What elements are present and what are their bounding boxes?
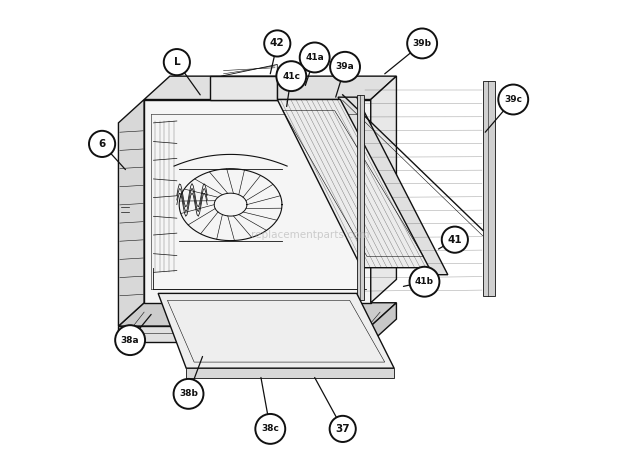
Circle shape	[498, 85, 528, 115]
Text: 39c: 39c	[504, 95, 522, 104]
Circle shape	[115, 325, 145, 355]
Circle shape	[299, 42, 330, 72]
Polygon shape	[144, 100, 371, 303]
Polygon shape	[356, 95, 364, 300]
Text: 42: 42	[270, 39, 285, 48]
Polygon shape	[371, 76, 396, 303]
Circle shape	[442, 227, 468, 253]
Circle shape	[89, 131, 115, 157]
Polygon shape	[338, 97, 448, 274]
Text: 41a: 41a	[305, 53, 324, 62]
Text: L: L	[174, 57, 180, 67]
Polygon shape	[118, 100, 144, 326]
Polygon shape	[118, 326, 371, 343]
Text: 38a: 38a	[121, 336, 140, 345]
Text: 39b: 39b	[413, 39, 432, 48]
Text: 41: 41	[448, 235, 462, 245]
Polygon shape	[277, 100, 429, 268]
Circle shape	[407, 29, 437, 58]
Polygon shape	[483, 81, 495, 296]
Text: replacementparts.com: replacementparts.com	[250, 230, 370, 240]
Circle shape	[264, 31, 290, 56]
Circle shape	[255, 414, 285, 444]
Circle shape	[164, 49, 190, 75]
Text: 41b: 41b	[415, 277, 434, 286]
Polygon shape	[210, 76, 277, 100]
Text: 39a: 39a	[335, 63, 355, 71]
Polygon shape	[371, 303, 396, 343]
Circle shape	[330, 52, 360, 82]
Text: 41c: 41c	[282, 71, 300, 81]
Text: 6: 6	[99, 139, 106, 149]
Polygon shape	[158, 293, 394, 368]
Circle shape	[410, 267, 440, 297]
Circle shape	[174, 379, 203, 409]
Text: 38c: 38c	[262, 424, 279, 433]
Polygon shape	[186, 368, 394, 377]
Circle shape	[330, 416, 356, 442]
Text: 37: 37	[335, 424, 350, 434]
Text: 38b: 38b	[179, 389, 198, 399]
Circle shape	[277, 61, 306, 91]
Polygon shape	[118, 303, 396, 326]
Polygon shape	[144, 76, 396, 100]
